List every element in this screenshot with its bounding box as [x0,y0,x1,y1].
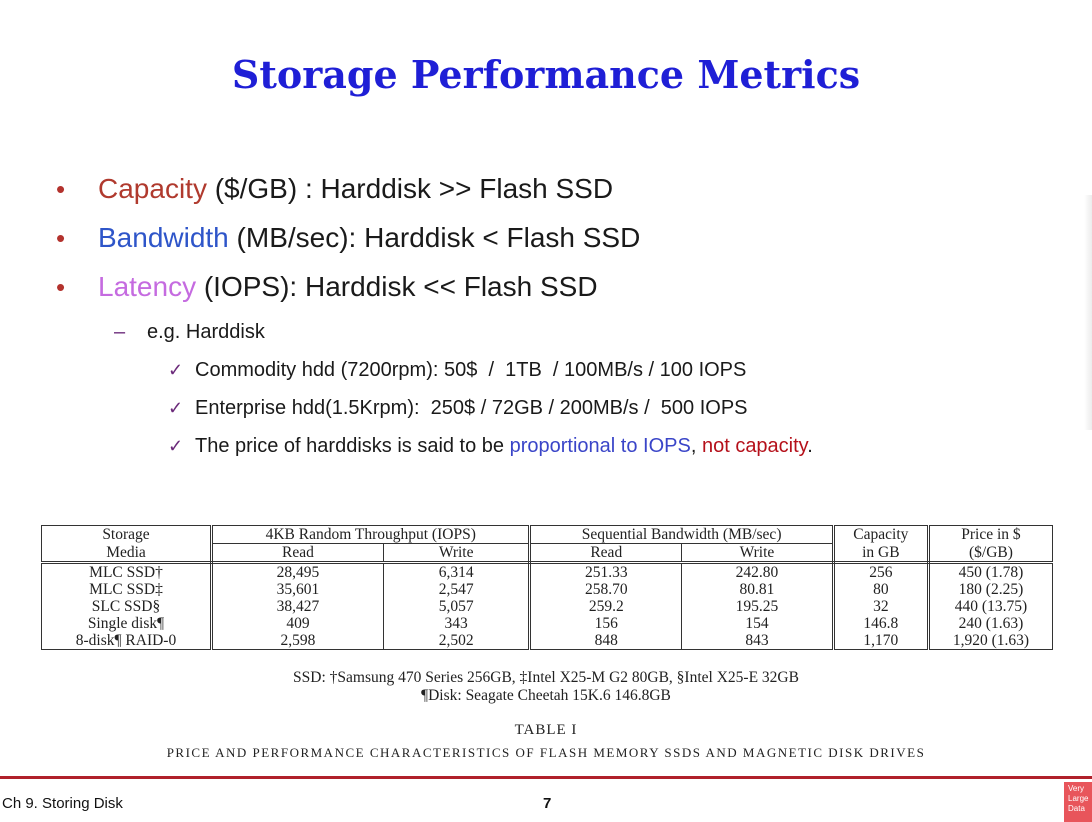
cell-price: 240 (1.63) [958,615,1024,632]
cell-rand-write: 5,057 [383,598,532,615]
cell-media: MLC SSD† [41,562,213,581]
bullet-dot-icon: • [56,272,66,302]
cell-media: Single disk¶ [41,615,213,632]
col-header-price: Price in $ [961,526,1021,544]
period: . [807,435,813,457]
check-text: Enterprise hdd(1.5Krpm): 250$ / 72GB / 2… [195,397,748,419]
table-row: MLC SSD† 28,495 6,314 251.33 242.80 256 … [41,562,1053,581]
cell-rand-read: 2,598 [211,632,384,650]
checkmark-icon: ✓ [168,398,184,418]
col-header-random: 4KB Random Throughput (IOPS) [211,525,532,544]
term-latency: Latency [98,271,197,302]
cell-price: 1,920 (1.63) [952,632,1030,649]
footer-chapter: Ch 9. Storing Disk [2,795,123,812]
cell-seq-write: 242.80 [681,562,835,581]
cell-capacity: 80 [833,581,930,598]
cell-capacity: 256 [833,562,930,581]
highlight-capacity: not capacity [701,435,808,457]
cell-rand-read: 38,427 [211,598,384,615]
bullet-list: • Capacity ($/GB) : Harddisk >> Flash SS… [56,168,1056,467]
checkmark-icon: ✓ [168,436,184,456]
col-header-capacity: Capacity [833,525,930,544]
col-header-price-unit: ($/GB) [928,543,1053,564]
bullet-text: (IOPS): Harddisk << Flash SSD [196,271,598,302]
term-bandwidth: Bandwidth [98,222,229,253]
check-item-enterprise: ✓ Enterprise hdd(1.5Krpm): 250$ / 72GB /… [168,391,1056,429]
checkmark-icon: ✓ [168,360,184,380]
bullet-capacity: • Capacity ($/GB) : Harddisk >> Flash SS… [56,168,1056,217]
cell-seq-read: 251.33 [529,562,683,581]
cell-capacity: 146.8 [833,615,930,632]
cell-media: SLC SSD§ [41,598,213,615]
cell-price: 180 (2.25) [958,581,1024,598]
cell-price: 440 (13.75) [954,598,1028,615]
bullet-dot-icon: • [56,174,66,204]
cell-rand-read: 28,495 [211,562,384,581]
bullet-bandwidth: • Bandwidth (MB/sec): Harddisk < Flash S… [56,217,1056,266]
logo: Very Large Data [1064,782,1092,822]
table-caption: PRICE AND PERFORMANCE CHARACTERISTICS OF… [166,745,926,760]
table-label: TABLE I [514,722,578,738]
footer-rule [0,776,1092,779]
table-footnote: SSD: †Samsung 470 Series 256GB, ‡Intel X… [0,669,1092,705]
col-header-capacity-unit: in GB [833,543,930,564]
cell-rand-read: 35,601 [211,581,384,598]
cell-rand-write: 6,314 [383,562,532,581]
bullet-text: ($/GB) : Harddisk >> Flash SSD [206,173,614,204]
comma: , [690,435,702,457]
highlight-iops: proportional to IOPS [509,435,691,457]
col-header-storage: Storage [41,525,213,544]
metrics-table-wrapper: Storage 4KB Random Throughput (IOPS) Seq… [41,525,1055,650]
col-header-seq-write: Write [681,543,835,564]
sub-bullet-text: e.g. Harddisk [147,321,265,343]
cell-seq-write: 80.81 [681,581,835,598]
footnote-ssd: SSD: †Samsung 470 Series 256GB, ‡Intel X… [293,669,799,686]
cell-seq-write: 195.25 [681,598,835,615]
table-row: 8-disk¶ RAID-0 2,598 2,502 848 843 1,170… [41,632,1053,650]
sub-bullet-harddisk: – e.g. Harddisk [114,315,1056,353]
check-text: The price of harddisks is said to be [195,435,510,457]
cell-rand-write: 2,547 [383,581,532,598]
col-header-sequential: Sequential Bandwidth (MB/sec) [529,525,835,544]
col-header-rand-write: Write [383,543,532,564]
cell-media: MLC SSD‡ [41,581,213,598]
cell-seq-read: 258.70 [529,581,683,598]
check-item-commodity: ✓ Commodity hdd (7200rpm): 50$ / 1TB / 1… [168,353,1056,391]
cell-seq-write: 843 [681,632,835,650]
check-item-price: ✓ The price of harddisks is said to be p… [168,429,1056,467]
table-row: SLC SSD§ 38,427 5,057 259.2 195.25 32 44… [41,598,1053,615]
table-header-row-2: Media Read Write Read Write in GB ($/GB) [41,543,1053,564]
cell-capacity: 1,170 [833,632,930,650]
cell-seq-write: 154 [681,615,835,632]
cell-rand-write: 343 [383,615,532,632]
cell-rand-read: 409 [211,615,384,632]
term-capacity: Capacity [98,173,207,204]
col-header-seq-read: Read [529,543,683,564]
table-header-row-1: Storage 4KB Random Throughput (IOPS) Seq… [41,525,1053,544]
bullet-latency: • Latency (IOPS): Harddisk << Flash SSD [56,266,1056,315]
cell-price: 450 (1.78) [958,564,1024,581]
bullet-text: (MB/sec): Harddisk < Flash SSD [228,222,641,253]
dash-icon: – [114,321,126,343]
table-row: MLC SSD‡ 35,601 2,547 258.70 80.81 80 18… [41,581,1053,598]
cell-media: 8-disk¶ RAID-0 [41,632,213,650]
col-header-media: Media [41,543,213,564]
slide-title: Storage Performance Metrics [231,52,861,97]
col-header-rand-read: Read [211,543,384,564]
page-edge-shadow [1084,195,1092,430]
cell-seq-read: 848 [529,632,683,650]
check-text: Commodity hdd (7200rpm): 50$ / 1TB / 100… [195,359,747,381]
metrics-table: Storage 4KB Random Throughput (IOPS) Seq… [41,525,1053,650]
table-row: Single disk¶ 409 343 156 154 146.8 240 (… [41,615,1053,632]
footnote-disk: ¶Disk: Seagate Cheetah 15K.6 146.8GB [421,687,671,704]
bullet-dot-icon: • [56,223,66,253]
cell-seq-read: 259.2 [529,598,683,615]
cell-rand-write: 2,502 [383,632,532,650]
cell-seq-read: 156 [529,615,683,632]
page-number: 7 [543,795,552,812]
cell-capacity: 32 [833,598,930,615]
